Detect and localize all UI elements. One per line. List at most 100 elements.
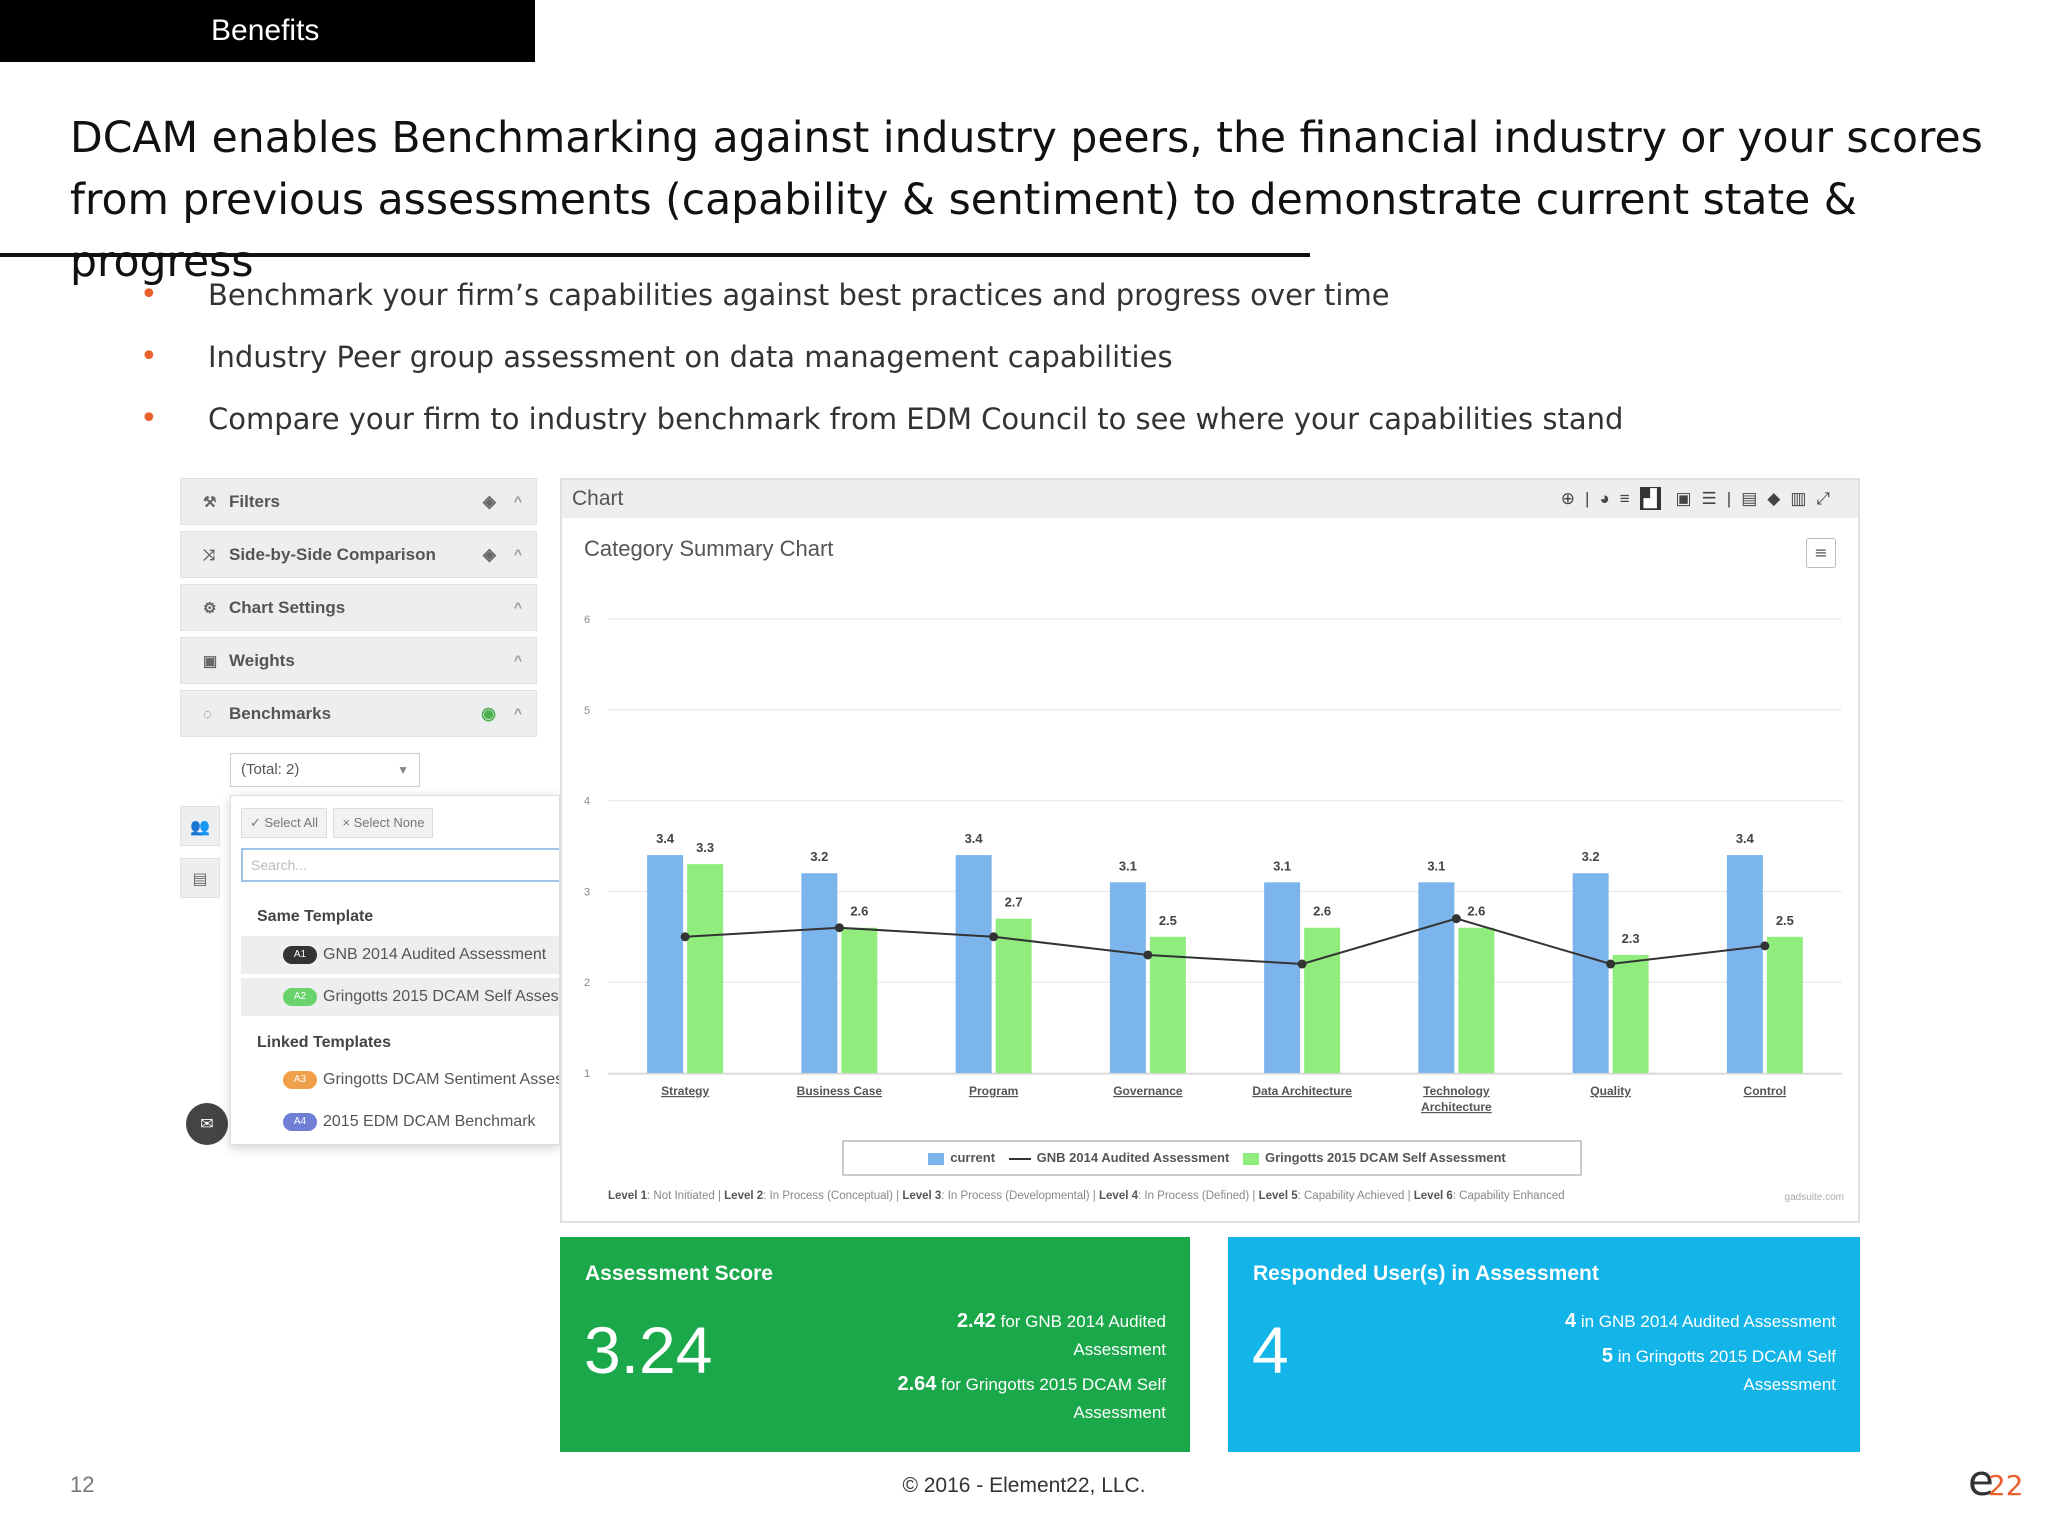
- chart-panel: Chart ⊕|◕≡ ▟ ▣☰|▤◆▥⤢ Category Summary Cha…: [560, 478, 1860, 1223]
- data-label: 3.2: [810, 849, 828, 864]
- benchmark-select[interactable]: (Total: 2) ▼: [230, 753, 420, 787]
- bar-gringotts: [1766, 936, 1803, 1073]
- bullet-item: • Industry Peer group assessment on data …: [140, 334, 1623, 396]
- select-all-button[interactable]: ✓ Select All: [241, 808, 327, 838]
- assessment-score-comparisons: 2.42 for GNB 2014 Audited Assessment 2.6…: [897, 1310, 1166, 1422]
- badge: A4: [283, 1112, 317, 1131]
- users-icon[interactable]: 👥: [180, 806, 220, 846]
- data-label: 2.6: [850, 904, 868, 919]
- bar-current: [1572, 873, 1609, 1073]
- responded-users-value: 4: [1252, 1313, 1289, 1387]
- pie-icon[interactable]: ◕: [1599, 489, 1620, 508]
- side-by-side-section[interactable]: ⤨ Side-by-Side Comparison ◈ ^: [180, 531, 537, 578]
- image-icon[interactable]: ▣: [1675, 489, 1702, 508]
- series-line-gnb: [685, 917, 1766, 966]
- bullet-dot-icon: •: [140, 277, 158, 312]
- chevron-up-icon[interactable]: ^: [513, 705, 522, 721]
- benchmarks-body: 👥 ▤ ✉ (Total: 2) ▼ ✓ Select All × Select…: [180, 743, 560, 1153]
- chart-menu-icon[interactable]: ≡: [1806, 538, 1836, 568]
- category-label: Technology Architecture: [1421, 1084, 1492, 1114]
- document-icon[interactable]: ▥: [1790, 489, 1817, 508]
- bar-current: [1264, 882, 1301, 1073]
- title-divider: [0, 253, 1310, 257]
- list-icon[interactable]: ▤: [180, 858, 220, 898]
- bar-gringotts: [687, 864, 724, 1073]
- shuffle-icon: ⤨: [203, 547, 216, 564]
- category-label: Quality: [1590, 1084, 1631, 1098]
- badge: A1: [283, 945, 317, 964]
- dropdown-actions: ✓ Select All × Select None: [241, 808, 435, 838]
- line-point-gnb: [989, 932, 999, 942]
- responded-users-title: Responded User(s) in Assessment: [1253, 1262, 1599, 1285]
- bar-gringotts: [1458, 927, 1495, 1073]
- clipboard-icon[interactable]: ▤: [1741, 489, 1768, 508]
- line-point-gnb: [834, 923, 844, 933]
- chevron-up-icon[interactable]: ^: [513, 546, 522, 562]
- weights-section[interactable]: ▣ Weights ^: [180, 637, 537, 684]
- benchmarks-section[interactable]: ◌ Benchmarks ◉ ^: [180, 690, 537, 737]
- data-label: 2.5: [1159, 913, 1177, 928]
- filters-section[interactable]: ⚒ Filters ◈ ^: [180, 478, 537, 525]
- responded-users-card: Responded User(s) in Assessment 4 4 in G…: [1228, 1237, 1860, 1452]
- data-label: 3.4: [965, 831, 984, 846]
- select-none-button[interactable]: × Select None: [333, 808, 434, 838]
- chart-settings-section[interactable]: ⚙ Chart Settings ^: [180, 584, 537, 631]
- y-tick-label: 2: [584, 977, 590, 989]
- left-settings-panel: ⚒ Filters ◈ ^ ⤨ Side-by-Side Comparison ◈ …: [180, 478, 560, 1153]
- expand-icon[interactable]: ⤢: [1816, 489, 1840, 508]
- benchmark-option[interactable]: A4 2015 EDM DCAM Benchmark: [241, 1103, 559, 1141]
- assessment-score-title: Assessment Score: [585, 1262, 773, 1285]
- bullet-dot-icon: •: [140, 339, 158, 374]
- line-point-gnb: [1143, 950, 1153, 960]
- globe-icon[interactable]: ⊕: [1560, 489, 1586, 508]
- chart-title: Category Summary Chart: [584, 536, 834, 561]
- data-label: 2.5: [1776, 913, 1794, 928]
- chevron-up-icon[interactable]: ^: [513, 493, 522, 509]
- line-point-gnb: [1297, 959, 1307, 969]
- chart-credit[interactable]: gadsuite.com: [1784, 1192, 1844, 1203]
- message-icon[interactable]: ✉: [186, 1103, 228, 1145]
- copyright: © 2016 - Element22, LLC.: [902, 1474, 1146, 1497]
- chevron-up-icon[interactable]: ^: [513, 599, 522, 615]
- line-point-gnb: [680, 932, 690, 942]
- assessment-score-card: Assessment Score 3.24 2.42 for GNB 2014 …: [560, 1237, 1190, 1452]
- legend-swatch: [1242, 1152, 1259, 1165]
- data-label: 3.1: [1273, 858, 1291, 873]
- y-tick-label: 1: [584, 1068, 590, 1080]
- data-label: 2.6: [1467, 904, 1485, 919]
- eye-slash-icon[interactable]: ◈: [482, 545, 496, 564]
- page-number: 12: [70, 1472, 95, 1497]
- table-icon[interactable]: ☰: [1701, 489, 1727, 508]
- legend-gnb[interactable]: GNB 2014 Audited Assessment: [1036, 1150, 1230, 1165]
- chevron-up-icon[interactable]: ^: [513, 652, 522, 668]
- category-label: Strategy: [661, 1084, 709, 1098]
- category-label: Business Case: [797, 1084, 883, 1098]
- category-label: Data Architecture: [1252, 1084, 1352, 1098]
- y-tick-label: 4: [584, 796, 590, 808]
- badge: A3: [283, 1070, 317, 1089]
- slide-title: DCAM enables Benchmarking against indust…: [70, 108, 2030, 294]
- data-label: 2.3: [1622, 931, 1640, 946]
- bar-gringotts: [841, 927, 878, 1073]
- y-tick-label: 3: [584, 886, 590, 898]
- caret-down-icon: ▼: [397, 763, 409, 777]
- bar-gringotts: [995, 918, 1032, 1073]
- bar-current: [801, 873, 838, 1073]
- bar-horizontal-icon[interactable]: ≡: [1619, 489, 1640, 508]
- data-label: 3.2: [1582, 849, 1600, 864]
- dropdown-search-input[interactable]: Search...: [241, 848, 559, 882]
- eye-slash-icon[interactable]: ◈: [482, 492, 496, 511]
- app-screenshot: ⚒ Filters ◈ ^ ⤨ Side-by-Side Comparison ◈ …: [180, 470, 1860, 1455]
- element22-logo: e22: [1968, 1456, 2024, 1505]
- bar-gringotts: [1304, 927, 1341, 1073]
- comment-icon[interactable]: ◆: [1767, 489, 1791, 508]
- responded-users-comparisons: 4 in GNB 2014 Audited Assessment 5 in Gr…: [1564, 1310, 1836, 1394]
- eye-icon[interactable]: ◉: [481, 704, 496, 723]
- legend-gringotts[interactable]: Gringotts 2015 DCAM Self Assessment: [1264, 1150, 1506, 1165]
- legend-current[interactable]: current: [950, 1150, 996, 1165]
- data-label: 3.1: [1427, 858, 1445, 873]
- benchmark-option[interactable]: A1 GNB 2014 Audited Assessment: [241, 936, 559, 974]
- bar-chart-icon[interactable]: ▟: [1639, 487, 1661, 510]
